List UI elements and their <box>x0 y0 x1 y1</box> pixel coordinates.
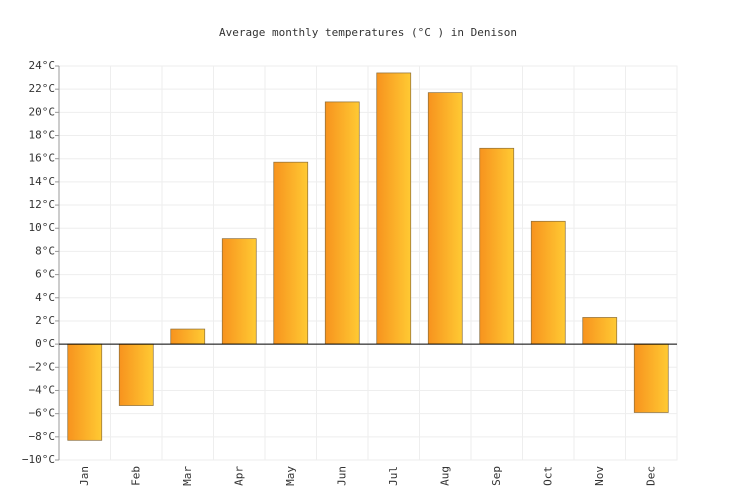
bar <box>376 72 412 345</box>
bar <box>479 147 515 345</box>
y-tick-label: 18°C <box>29 129 56 142</box>
x-tick-label: Nov <box>593 466 606 486</box>
bar <box>530 220 566 345</box>
x-tick-label: Sep <box>490 466 503 486</box>
y-tick-label: −6°C <box>29 407 56 420</box>
y-tick-label: 10°C <box>29 221 56 234</box>
bar <box>67 343 103 441</box>
x-tick-label: Feb <box>129 466 142 486</box>
x-tick-label: Mar <box>181 466 194 486</box>
y-tick-label: 22°C <box>29 82 56 95</box>
y-tick-label: 6°C <box>35 268 55 281</box>
y-tick-label: −2°C <box>29 360 56 373</box>
bar <box>170 328 206 345</box>
y-tick-label: 0°C <box>35 337 55 350</box>
bar <box>427 92 463 345</box>
bar <box>118 343 154 406</box>
y-tick-label: −4°C <box>29 383 56 396</box>
y-tick-label: 20°C <box>29 105 56 118</box>
y-tick-label: 16°C <box>29 152 56 165</box>
bar <box>324 101 360 345</box>
chart-title: Average monthly temperatures (°C ) in De… <box>219 26 517 39</box>
bar <box>582 317 618 345</box>
x-tick-label: Apr <box>232 466 245 486</box>
y-tick-label: 4°C <box>35 291 55 304</box>
y-tick-label: 14°C <box>29 175 56 188</box>
bar <box>221 238 257 345</box>
x-tick-label: Jul <box>387 466 400 486</box>
x-tick-label: Jun <box>335 466 348 486</box>
y-tick-label: 2°C <box>35 314 55 327</box>
x-tick-label: May <box>284 466 297 486</box>
x-tick-label: Oct <box>541 466 554 486</box>
y-tick-label: −10°C <box>22 453 55 466</box>
y-tick-label: 8°C <box>35 244 55 257</box>
y-tick-label: −8°C <box>29 430 56 443</box>
bar <box>633 343 669 413</box>
x-tick-label: Dec <box>644 466 657 486</box>
x-tick-label: Aug <box>438 466 451 486</box>
bar <box>273 161 309 345</box>
y-tick-label: 12°C <box>29 198 56 211</box>
y-tick-label: 24°C <box>29 59 56 72</box>
x-tick-label: Jan <box>78 466 91 486</box>
